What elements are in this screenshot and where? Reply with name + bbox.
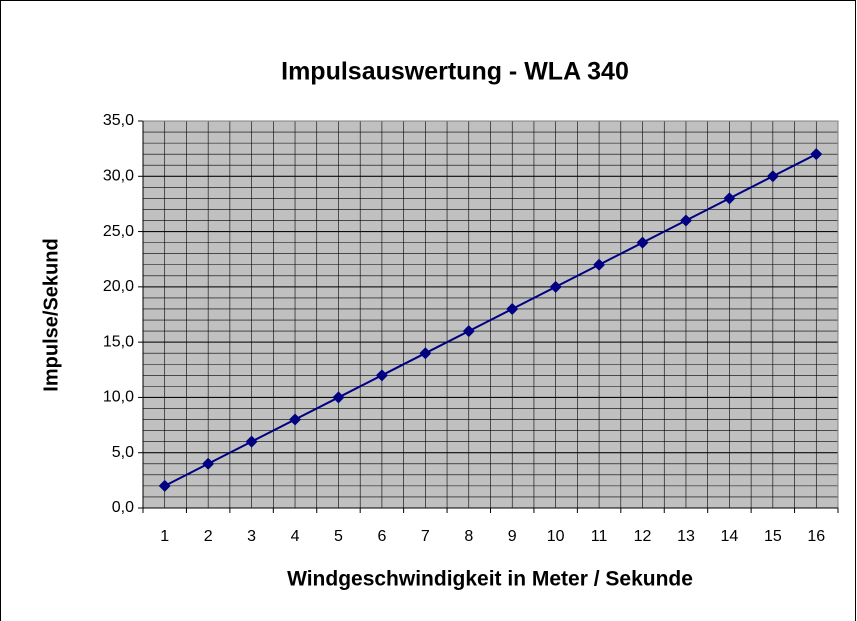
x-tick-label: 11: [591, 528, 608, 545]
marker: [462, 325, 475, 338]
line: [164, 153, 817, 487]
marker: [679, 214, 692, 227]
y-axis-label: Impulse/Sekund: [40, 238, 62, 391]
marker: [419, 347, 432, 360]
marker: [289, 413, 302, 426]
x-tick-label: 8: [464, 528, 473, 545]
y-tick-label: 20,0: [103, 278, 134, 295]
x-tick-label: 14: [721, 528, 739, 545]
x-tick-label: 4: [291, 528, 300, 545]
y-tick-label: 5,0: [112, 444, 134, 461]
y-tick-label: 10,0: [103, 389, 134, 406]
x-tick-label: 2: [204, 528, 213, 545]
marker: [158, 479, 171, 492]
y-tick-label: 25,0: [103, 223, 134, 240]
marker: [766, 170, 779, 183]
y-tick-label: 35,0: [103, 112, 134, 129]
chart-title: Impulsauswertung - WLA 340: [281, 58, 629, 86]
marker: [810, 148, 823, 161]
x-tick-label: 15: [764, 528, 782, 545]
marker: [549, 280, 562, 293]
x-tick-label: 13: [677, 528, 695, 545]
marker: [723, 192, 736, 205]
x-tick-label: 12: [634, 528, 652, 545]
x-tick-label: 6: [377, 528, 386, 545]
x-tick-label: 7: [421, 528, 430, 545]
x-tick-label: 1: [160, 528, 169, 545]
marker: [375, 369, 388, 382]
marker: [636, 236, 649, 249]
x-tick-label: 9: [508, 528, 517, 545]
y-tick-label: 15,0: [103, 333, 134, 350]
marker: [506, 302, 519, 315]
x-tick-label: 16: [807, 528, 825, 545]
y-tick-label: 0,0: [112, 499, 134, 516]
x-axis-label: Windgeschwindigkeit in Meter / Sekunde: [287, 568, 693, 591]
x-tick-label: 10: [547, 528, 565, 545]
x-tick-label: 3: [247, 528, 256, 545]
marker: [245, 435, 258, 448]
x-tick-label: 5: [334, 528, 343, 545]
marker: [332, 391, 345, 404]
marker: [593, 258, 606, 271]
y-tick-label: 30,0: [103, 168, 134, 185]
marker: [202, 457, 215, 470]
